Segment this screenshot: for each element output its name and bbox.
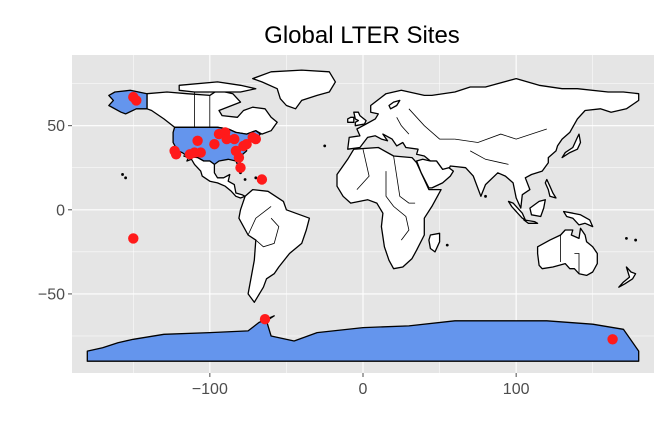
country-border — [454, 128, 547, 143]
x-tick-label: −100 — [192, 381, 228, 398]
lter-site-point — [209, 139, 220, 150]
site-points — [128, 91, 618, 345]
island-dot — [634, 238, 638, 242]
ireland — [347, 116, 355, 123]
island-dot — [484, 194, 487, 198]
madagascar — [428, 232, 441, 253]
antarctica — [86, 315, 640, 362]
lter-site-point — [256, 174, 268, 185]
x-tick-label: 0 — [359, 381, 368, 398]
borneo — [529, 199, 546, 218]
lter-site-point — [195, 147, 206, 158]
y-tick-label: −50 — [38, 286, 65, 303]
scandinavia-sea — [388, 99, 401, 110]
lter-site-point — [607, 334, 618, 345]
island-dot — [323, 144, 327, 148]
island-dot — [254, 176, 258, 180]
new-zealand — [618, 266, 637, 288]
lter-site-point — [170, 149, 182, 160]
country-border — [408, 108, 455, 140]
lter-site-point — [233, 152, 245, 163]
africa-landmass — [336, 146, 442, 270]
country-border — [385, 171, 410, 241]
country-border — [255, 217, 280, 248]
x-tick-label: 100 — [503, 381, 530, 398]
uk-ireland — [353, 111, 367, 127]
lter-site-point — [235, 162, 246, 173]
lter-site-point — [192, 135, 203, 146]
island-dot — [121, 173, 124, 176]
philippines — [544, 178, 557, 199]
lter-site-point — [241, 139, 252, 150]
australia-landmass — [536, 227, 598, 277]
new-guinea — [562, 210, 594, 228]
lter-site-point — [131, 95, 142, 106]
sumatra — [507, 200, 526, 221]
y-tick-label: 50 — [47, 118, 65, 135]
island-dot — [124, 176, 128, 180]
lter-site-point — [229, 133, 240, 145]
axes: −100 0 100 −50 0 50 — [38, 118, 530, 398]
y-tick-label: 0 — [56, 202, 65, 219]
country-border — [574, 253, 580, 274]
island-dot — [445, 243, 449, 247]
lter-site-point — [221, 133, 232, 145]
country-border — [247, 206, 272, 236]
island-dot — [625, 236, 628, 240]
lter-site-point — [128, 233, 139, 244]
country-border — [356, 149, 370, 190]
java — [523, 219, 539, 224]
island-dot — [243, 178, 247, 181]
lter-site-point — [259, 314, 271, 325]
japan — [561, 133, 582, 159]
lter-site-point — [250, 133, 261, 145]
chart-title: Global LTER Sites — [264, 22, 460, 49]
arctic-islands — [178, 81, 257, 93]
eurasia-landmass — [347, 77, 640, 209]
arabian-peninsula — [415, 158, 455, 189]
country-border — [393, 155, 416, 204]
greenland-landmass — [252, 69, 337, 110]
country-border — [470, 150, 509, 165]
country-border — [396, 117, 410, 135]
